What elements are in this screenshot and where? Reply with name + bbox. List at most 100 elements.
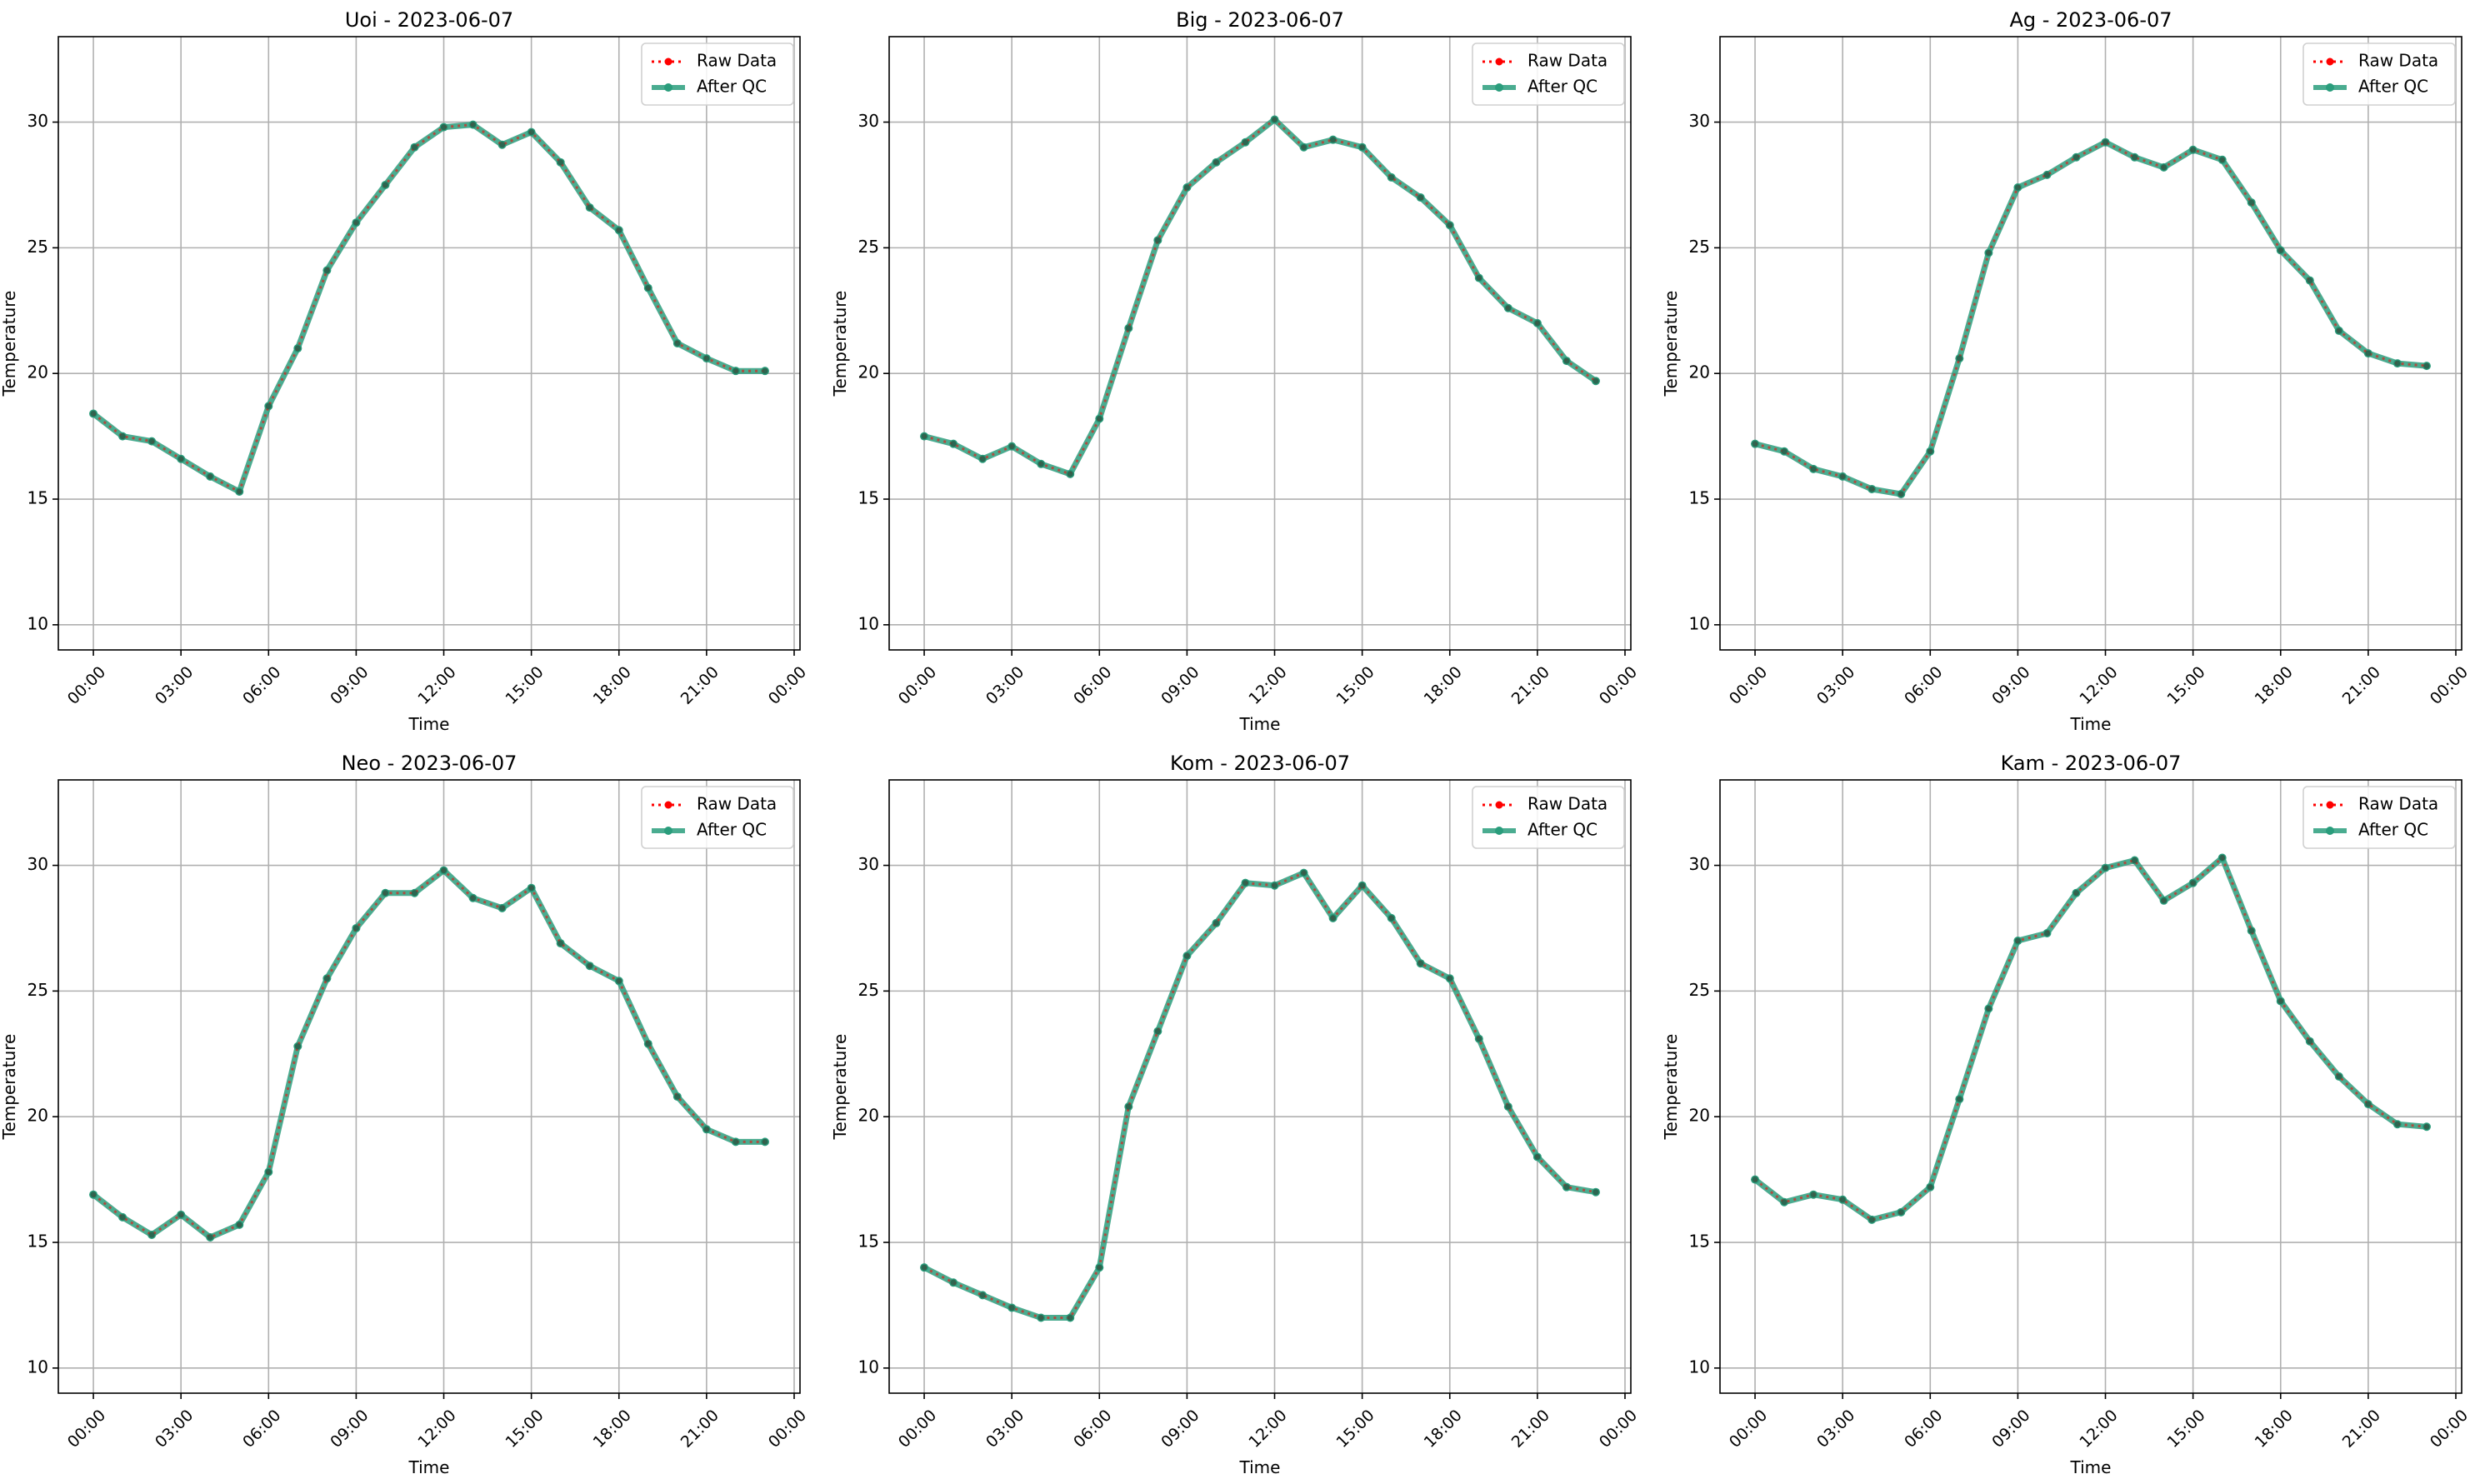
- point-raw-data: [2043, 172, 2051, 178]
- point-raw-data: [2014, 937, 2022, 944]
- point-raw-data: [979, 1292, 986, 1298]
- point-raw-data: [236, 488, 242, 495]
- legend-label-raw-data: Raw Data: [2358, 51, 2438, 71]
- chart-title: Kom - 2023-06-07: [1170, 752, 1350, 775]
- y-tick-label: 30: [858, 111, 879, 131]
- point-raw-data: [1125, 325, 1132, 332]
- x-tick-label: 18:00: [2252, 1407, 2297, 1452]
- point-raw-data: [2160, 164, 2168, 171]
- point-raw-data: [1008, 1304, 1015, 1312]
- y-tick-label: 15: [1689, 488, 1710, 508]
- series-line-raw-data: [923, 117, 1597, 476]
- legend: Raw Data After QC: [2302, 786, 2456, 849]
- legend-marker-after-qc: [1495, 83, 1503, 92]
- point-raw-data: [2131, 154, 2138, 161]
- y-tick-label: 25: [1689, 980, 1710, 1000]
- point-raw-data: [2336, 1073, 2342, 1080]
- point-raw-data: [528, 885, 535, 892]
- point-raw-data: [469, 121, 477, 128]
- y-axis-label: Temperature: [0, 1034, 19, 1141]
- point-raw-data: [265, 1168, 272, 1176]
- plot-frame: [888, 36, 1632, 651]
- point-raw-data: [732, 1138, 739, 1145]
- series-line-after-qc: [1752, 855, 2428, 1223]
- y-tick-label: 30: [1689, 111, 1710, 131]
- point-raw-data: [411, 890, 418, 897]
- point-raw-data: [265, 402, 272, 410]
- plot-frame: [888, 779, 1632, 1394]
- point-raw-data: [1927, 448, 1933, 455]
- point-raw-data: [1067, 471, 1073, 477]
- point-raw-data: [674, 1093, 681, 1100]
- point-raw-data: [2072, 890, 2080, 897]
- point-raw-data: [674, 340, 681, 347]
- legend: Raw Data After QC: [1472, 42, 1625, 106]
- point-raw-data: [1212, 159, 1220, 166]
- point-raw-data: [1271, 882, 1278, 889]
- x-tick-label: 12:00: [2076, 1407, 2121, 1452]
- legend-label-raw-data: Raw Data: [697, 51, 777, 71]
- point-raw-data: [119, 1214, 126, 1221]
- point-raw-data: [1096, 1264, 1102, 1271]
- point-raw-data: [1592, 1189, 1599, 1196]
- y-tick-label: 25: [858, 980, 879, 1000]
- point-raw-data: [1781, 1199, 1788, 1206]
- point-raw-data: [703, 1126, 710, 1132]
- y-tick-label: 10: [1689, 613, 1710, 633]
- point-raw-data: [1898, 491, 1904, 497]
- series-line-raw-data: [923, 871, 1597, 1319]
- point-raw-data: [352, 219, 360, 226]
- point-raw-data: [1359, 882, 1366, 889]
- point-raw-data: [1418, 960, 1424, 967]
- chart-title: Neo - 2023-06-07: [342, 752, 518, 775]
- point-raw-data: [1447, 222, 1453, 228]
- point-raw-data: [587, 204, 593, 211]
- y-tick-label: 10: [28, 613, 48, 633]
- point-raw-data: [732, 367, 739, 374]
- legend-marker-after-qc: [1495, 827, 1503, 835]
- point-raw-data: [1271, 116, 1278, 123]
- point-raw-data: [1810, 1192, 1817, 1198]
- point-raw-data: [1752, 1177, 1758, 1183]
- point-raw-data: [1096, 415, 1102, 422]
- point-raw-data: [382, 182, 389, 188]
- point-raw-data: [2336, 327, 2342, 334]
- x-axis-label: Time: [408, 714, 450, 734]
- point-raw-data: [352, 925, 360, 932]
- point-raw-data: [2365, 1101, 2372, 1107]
- y-tick-label: 20: [858, 1106, 879, 1126]
- x-tick-label: 00:00: [2427, 1407, 2472, 1452]
- point-raw-data: [950, 1279, 957, 1286]
- point-raw-data: [1447, 975, 1453, 982]
- legend-label-after-qc: After QC: [1528, 77, 1598, 97]
- y-tick-label: 25: [28, 237, 48, 257]
- point-raw-data: [2423, 362, 2430, 369]
- point-raw-data: [2190, 147, 2197, 153]
- y-tick-label: 30: [28, 111, 48, 131]
- point-raw-data: [1534, 1153, 1541, 1161]
- legend-label-after-qc: After QC: [697, 77, 767, 97]
- x-axis-label: Time: [2070, 714, 2112, 734]
- point-raw-data: [2365, 350, 2372, 357]
- point-raw-data: [1008, 443, 1015, 450]
- y-tick-label: 30: [858, 854, 879, 874]
- point-raw-data: [1418, 194, 1424, 201]
- x-axis-label: Time: [408, 1457, 450, 1477]
- point-raw-data: [1388, 915, 1395, 922]
- chart-title: Big - 2023-06-07: [1176, 8, 1344, 32]
- point-raw-data: [2219, 854, 2226, 862]
- point-raw-data: [2307, 1038, 2313, 1045]
- legend-label-after-qc: After QC: [2358, 77, 2428, 97]
- point-raw-data: [1505, 1103, 1512, 1110]
- point-raw-data: [2278, 247, 2284, 253]
- point-raw-data: [1242, 139, 1249, 146]
- point-raw-data: [1359, 144, 1366, 151]
- point-raw-data: [1505, 305, 1512, 312]
- legend-label-raw-data: Raw Data: [1528, 51, 1608, 71]
- point-raw-data: [645, 1041, 652, 1047]
- point-raw-data: [616, 227, 622, 233]
- point-raw-data: [90, 410, 97, 417]
- point-raw-data: [2072, 154, 2080, 161]
